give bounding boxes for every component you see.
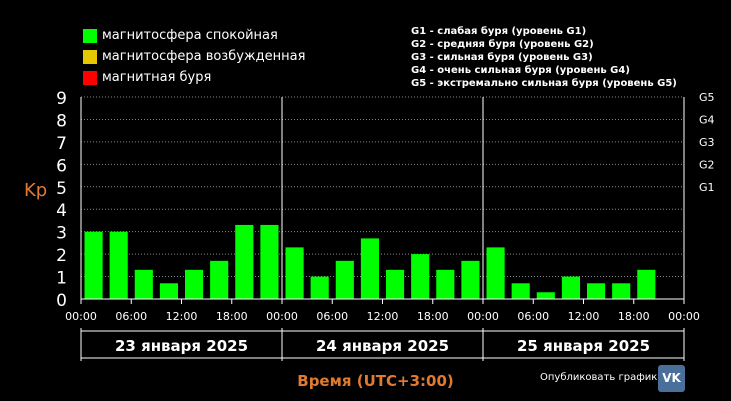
x-tick-label: 12:00	[568, 310, 600, 323]
kp-bar	[461, 260, 480, 299]
kp-bar	[134, 269, 153, 299]
storm-level-g2: G2 - средняя буря (уровень G2)	[411, 39, 594, 50]
storm-level-g4: G4 - очень сильная буря (уровень G4)	[411, 65, 630, 76]
storm-level-g1: G1 - слабая буря (уровень G1)	[411, 26, 587, 37]
x-tick-label: 06:00	[115, 310, 147, 323]
legend-item-quiet: магнитосфера спокойная	[83, 25, 305, 46]
x-tick-label: 12:00	[166, 310, 198, 323]
kp-bar	[235, 224, 254, 299]
kp-bar	[637, 269, 656, 299]
kp-bar	[486, 247, 505, 299]
y-tick-label: 0	[56, 291, 67, 311]
kp-bar	[360, 238, 379, 299]
y-axis-label: Kp	[24, 180, 48, 201]
x-tick-label: 06:00	[316, 310, 348, 323]
g-level-label: G5	[699, 91, 715, 104]
legend-label-storm: магнитная буря	[102, 70, 212, 85]
swatch-storm	[83, 70, 97, 85]
kp-bar	[335, 260, 354, 299]
y-tick-label: 5	[56, 179, 67, 199]
legend-item-excited: магнитосфера возбужденная	[83, 46, 305, 67]
y-tick-label: 9	[56, 89, 67, 109]
g-level-label: G1	[699, 181, 715, 194]
kp-bar	[561, 276, 580, 299]
x-tick-label: 00:00	[65, 310, 97, 323]
publish-label: Опубликовать график:	[540, 372, 661, 383]
x-tick-label: 18:00	[417, 310, 449, 323]
legend-item-storm: магнитная буря	[83, 67, 305, 88]
swatch-excited	[83, 49, 97, 64]
kp-bar	[159, 283, 178, 299]
x-tick-label: 18:00	[618, 310, 650, 323]
swatch-quiet	[83, 28, 97, 43]
day-label: 25 января 2025	[517, 337, 650, 355]
kp-bar	[386, 269, 405, 299]
y-tick-label: 6	[56, 156, 67, 176]
x-tick-label: 18:00	[216, 310, 248, 323]
kp-bar	[436, 269, 455, 299]
x-tick-label: 00:00	[668, 310, 700, 323]
kp-bar	[185, 269, 204, 299]
day-label: 24 января 2025	[316, 337, 449, 355]
g-level-label: G2	[699, 158, 715, 171]
storm-level-g3: G3 - сильная буря (уровень G3)	[411, 52, 593, 63]
g-level-label: G3	[699, 136, 715, 149]
legend-label-excited: магнитосфера возбужденная	[102, 49, 306, 64]
kp-bar	[285, 247, 304, 299]
y-tick-label: 3	[56, 224, 67, 244]
x-axis-title: Время (UTC+3:00)	[297, 372, 454, 390]
kp-bar	[84, 231, 103, 299]
g-level-label: G4	[699, 113, 715, 126]
kp-bar	[612, 283, 631, 299]
kp-bar	[536, 292, 555, 299]
legend-label-quiet: магнитосфера спокойная	[102, 28, 278, 43]
y-tick-label: 1	[56, 269, 67, 289]
y-tick-label: 4	[56, 201, 67, 221]
day-label: 23 января 2025	[115, 337, 248, 355]
kp-bar	[210, 260, 229, 299]
vk-icon[interactable]: VK	[658, 365, 685, 392]
x-tick-label: 00:00	[467, 310, 499, 323]
kp-bar	[260, 224, 279, 299]
x-tick-label: 06:00	[517, 310, 549, 323]
x-tick-label: 00:00	[266, 310, 298, 323]
y-tick-label: 7	[56, 134, 67, 154]
legend: магнитосфера спокойная магнитосфера возб…	[83, 25, 305, 88]
kp-bar	[109, 231, 128, 299]
kp-bar	[411, 254, 430, 299]
storm-level-g5: G5 - экстремально сильная буря (уровень …	[411, 78, 677, 89]
kp-bar	[310, 276, 329, 299]
y-tick-label: 2	[56, 246, 67, 266]
kp-bar	[511, 283, 530, 299]
kp-bar	[587, 283, 606, 299]
storm-level-legend: G1 - слабая буря (уровень G1) G2 - средн…	[411, 25, 677, 90]
x-tick-label: 12:00	[367, 310, 399, 323]
y-tick-label: 8	[56, 111, 67, 131]
